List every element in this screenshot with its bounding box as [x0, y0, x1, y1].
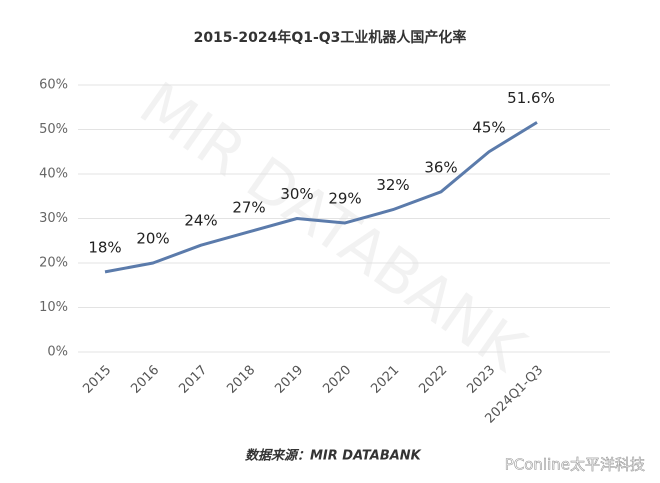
x-tick-label: 2020 [320, 363, 354, 397]
data-label: 24% [184, 212, 217, 230]
x-tick-label: 2021 [368, 363, 402, 397]
data-line [104, 121, 538, 274]
data-label: 18% [88, 238, 121, 256]
x-tick-label: 2017 [176, 363, 210, 397]
y-tick-label: 40% [39, 167, 68, 182]
y-tick-label: 20% [39, 256, 68, 271]
x-tick-label: 2015 [80, 363, 114, 397]
credit: PConline太平洋科技 [505, 456, 645, 474]
x-tick-label: 2016 [128, 363, 162, 397]
y-tick-label: 30% [39, 211, 68, 226]
data-label: 36% [424, 158, 457, 176]
x-tick-label: 2019 [272, 363, 306, 397]
y-tick-label: 50% [39, 122, 68, 137]
source-note: 数据来源：MIR DATABANK [245, 448, 422, 464]
y-tick-label: 10% [39, 300, 68, 315]
x-tick-label: 2018 [224, 363, 258, 397]
y-tick-label: 60% [39, 78, 68, 93]
data-label: 29% [328, 189, 361, 207]
data-label: 45% [472, 118, 505, 136]
data-label: 32% [376, 176, 409, 194]
chart-title: 2015-2024年Q1-Q3工业机器人国产化率 [194, 29, 467, 46]
data-label: 27% [232, 198, 265, 216]
data-label: 51.6% [507, 89, 555, 107]
y-tick-label: 0% [47, 345, 68, 360]
data-label: 20% [136, 230, 169, 248]
x-tick-label: 2022 [416, 363, 450, 397]
data-label: 30% [280, 185, 313, 203]
